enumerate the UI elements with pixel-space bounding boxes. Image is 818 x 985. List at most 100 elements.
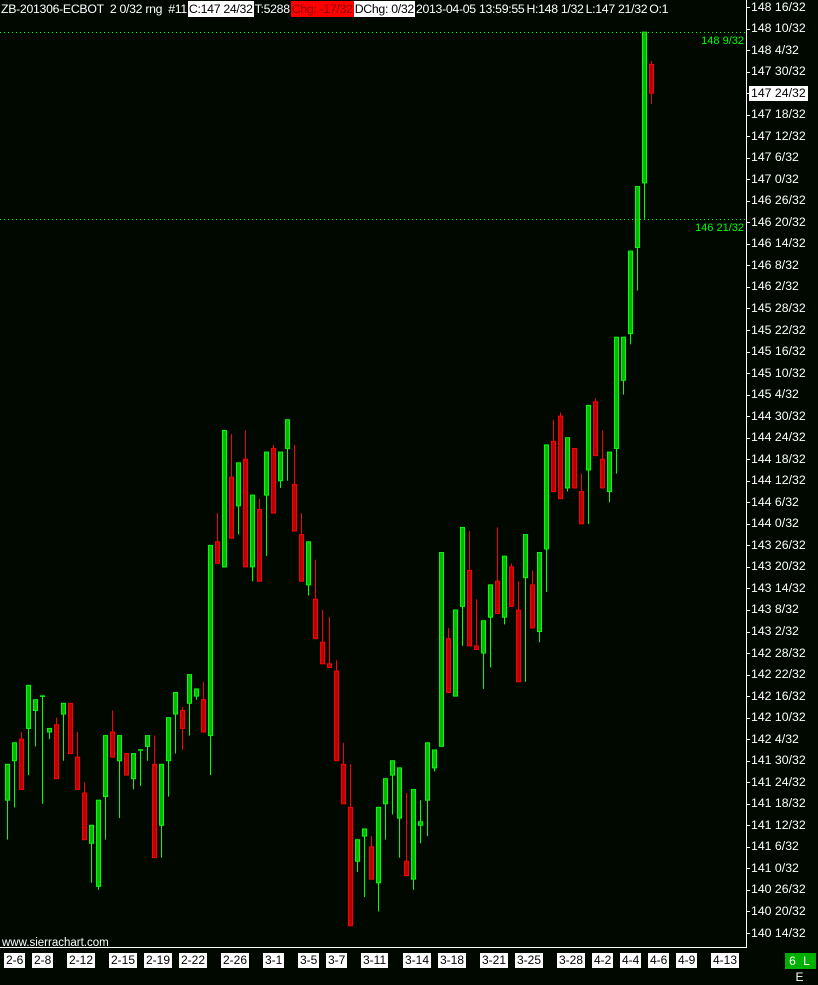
candle-up[interactable] <box>362 828 367 898</box>
candle-up[interactable] <box>460 526 465 646</box>
candle-down[interactable] <box>474 599 479 650</box>
candle-down[interactable] <box>271 444 276 514</box>
candle-up[interactable] <box>5 763 10 840</box>
candle-up[interactable] <box>565 437 570 492</box>
candle-up[interactable] <box>607 451 612 503</box>
candle-down[interactable] <box>649 60 654 104</box>
candle-down[interactable] <box>579 473 584 525</box>
candle-down[interactable] <box>110 710 115 758</box>
candle-up[interactable] <box>89 824 94 883</box>
candle-up[interactable] <box>173 692 178 754</box>
candle-down[interactable] <box>75 732 80 790</box>
candle-up[interactable] <box>432 749 437 772</box>
candle-up[interactable] <box>453 609 458 697</box>
candle-up[interactable] <box>439 552 444 747</box>
candle-down[interactable] <box>82 782 87 841</box>
candle-up[interactable] <box>222 430 227 568</box>
candle-down[interactable] <box>446 627 451 694</box>
candle-up[interactable] <box>355 839 360 872</box>
candle-up[interactable] <box>47 727 52 740</box>
candle-down[interactable] <box>348 764 353 927</box>
candle-down[interactable] <box>124 753 129 776</box>
candle-down[interactable] <box>152 735 157 859</box>
candle-up[interactable] <box>628 250 633 345</box>
candle-down[interactable] <box>320 609 325 665</box>
candle-up[interactable] <box>103 735 108 840</box>
candle-up[interactable] <box>208 544 213 776</box>
candle-down[interactable] <box>558 412 563 500</box>
candle-down[interactable] <box>313 559 318 640</box>
candle-down[interactable] <box>19 732 24 790</box>
candle-down[interactable] <box>257 498 262 582</box>
candle-up[interactable] <box>425 742 430 837</box>
candle-up[interactable] <box>236 462 241 535</box>
candle-up[interactable] <box>586 404 591 524</box>
candle-up[interactable] <box>138 749 143 786</box>
candle-down[interactable] <box>369 836 374 880</box>
status-badge[interactable]: 6 L E <box>785 953 816 984</box>
candle-down[interactable] <box>516 581 521 683</box>
candle-up[interactable] <box>159 763 164 858</box>
candle-down[interactable] <box>201 681 206 733</box>
candle-up[interactable] <box>250 494 255 582</box>
candle-up[interactable] <box>306 541 311 596</box>
candle-down[interactable] <box>68 702 73 755</box>
candle-up[interactable] <box>383 778 388 840</box>
candle-down[interactable] <box>180 706 185 750</box>
price-tick-label: 144 18/32 <box>751 451 806 466</box>
candle-up[interactable] <box>26 684 31 776</box>
candle-down[interactable] <box>509 563 514 607</box>
candle-up[interactable] <box>166 717 171 797</box>
candle-up[interactable] <box>502 555 507 625</box>
price-tick-label: 142 22/32 <box>751 667 806 682</box>
candle-up[interactable] <box>635 185 640 291</box>
candle-up[interactable] <box>96 799 101 890</box>
candle-down[interactable] <box>404 793 409 877</box>
candle-body <box>33 699 38 711</box>
candle-down[interactable] <box>495 527 500 615</box>
candle-up[interactable] <box>187 674 192 736</box>
candle-up[interactable] <box>117 735 122 819</box>
candle-up[interactable] <box>390 760 395 815</box>
candle-up[interactable] <box>376 806 381 912</box>
candle-up[interactable] <box>278 451 283 488</box>
candle-down[interactable] <box>215 513 220 564</box>
candle-up[interactable] <box>621 336 626 395</box>
candle-up[interactable] <box>523 534 528 682</box>
candle-up[interactable] <box>40 695 45 804</box>
candle-up[interactable] <box>194 688 199 700</box>
candle-down[interactable] <box>551 419 556 493</box>
candle-down[interactable] <box>467 531 472 647</box>
candle-up[interactable] <box>614 336 619 474</box>
candle-down[interactable] <box>299 513 304 582</box>
candle-down[interactable] <box>530 570 535 629</box>
candle-up[interactable] <box>544 444 549 593</box>
candle-up[interactable] <box>397 767 402 858</box>
candle-down[interactable] <box>593 398 598 457</box>
candle-up[interactable] <box>33 699 38 747</box>
candle-body <box>607 451 612 493</box>
candle-up[interactable] <box>285 419 290 481</box>
candle-up[interactable] <box>12 742 17 808</box>
candle-down[interactable] <box>229 434 234 539</box>
candle-up[interactable] <box>481 620 486 689</box>
candle-down[interactable] <box>341 742 346 805</box>
candle-down[interactable] <box>600 430 605 489</box>
candle-up[interactable] <box>642 31 647 219</box>
candle-up[interactable] <box>537 552 542 643</box>
candle-up[interactable] <box>488 584 493 668</box>
candle-up[interactable] <box>411 788 416 890</box>
candle-down[interactable] <box>334 660 339 762</box>
candle-down[interactable] <box>243 430 248 568</box>
candle-down[interactable] <box>54 717 59 780</box>
candle-down[interactable] <box>292 444 297 532</box>
candle-down[interactable] <box>572 447 577 489</box>
candle-up[interactable] <box>145 735 150 761</box>
candle-up[interactable] <box>61 702 66 761</box>
candle-body <box>355 839 360 862</box>
candle-down[interactable] <box>327 617 332 668</box>
candle-up[interactable] <box>418 800 423 844</box>
candle-up[interactable] <box>264 451 269 557</box>
candle-up[interactable] <box>131 753 136 790</box>
